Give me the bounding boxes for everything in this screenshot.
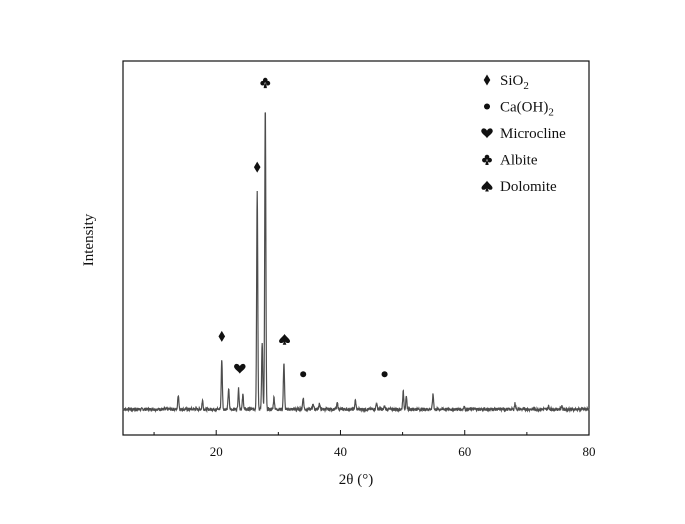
y-axis-title: Intensity: [81, 213, 97, 266]
diamond-marker: [218, 330, 226, 342]
x-tick-label: 60: [458, 444, 471, 459]
x-tick-label: 40: [334, 444, 347, 459]
circle-marker: [381, 371, 388, 378]
legend-label: Dolomite: [500, 179, 557, 195]
x-tick-label: 20: [210, 444, 223, 459]
legend-label: Albite: [500, 153, 538, 169]
xrd-pattern-line: [122, 112, 590, 414]
legend-circle-icon: [483, 103, 491, 110]
legend-label: Microcline: [500, 126, 566, 142]
circle-marker: [300, 371, 307, 378]
spade-marker: [279, 334, 291, 345]
legend-label: Ca(OH)2: [500, 100, 554, 119]
legend: SiO2 Ca(OH)2 Microcline Albite Dolomite: [481, 73, 566, 195]
club-marker: [260, 77, 271, 89]
heart-marker: [234, 363, 246, 374]
legend-spade-icon: [481, 180, 493, 192]
diamond-marker: [253, 161, 261, 173]
legend-label: SiO2: [500, 73, 529, 92]
peak-annotations: [218, 77, 388, 378]
x-tick-label: 80: [583, 444, 596, 459]
x-axis-title: 2θ (°): [339, 472, 373, 488]
legend-diamond-icon: [483, 74, 491, 86]
plot-frame: [122, 60, 590, 436]
legend-club-icon: [482, 154, 492, 165]
x-axis-ticks: 20 40 60 80: [153, 430, 596, 459]
legend-heart-icon: [481, 128, 493, 139]
